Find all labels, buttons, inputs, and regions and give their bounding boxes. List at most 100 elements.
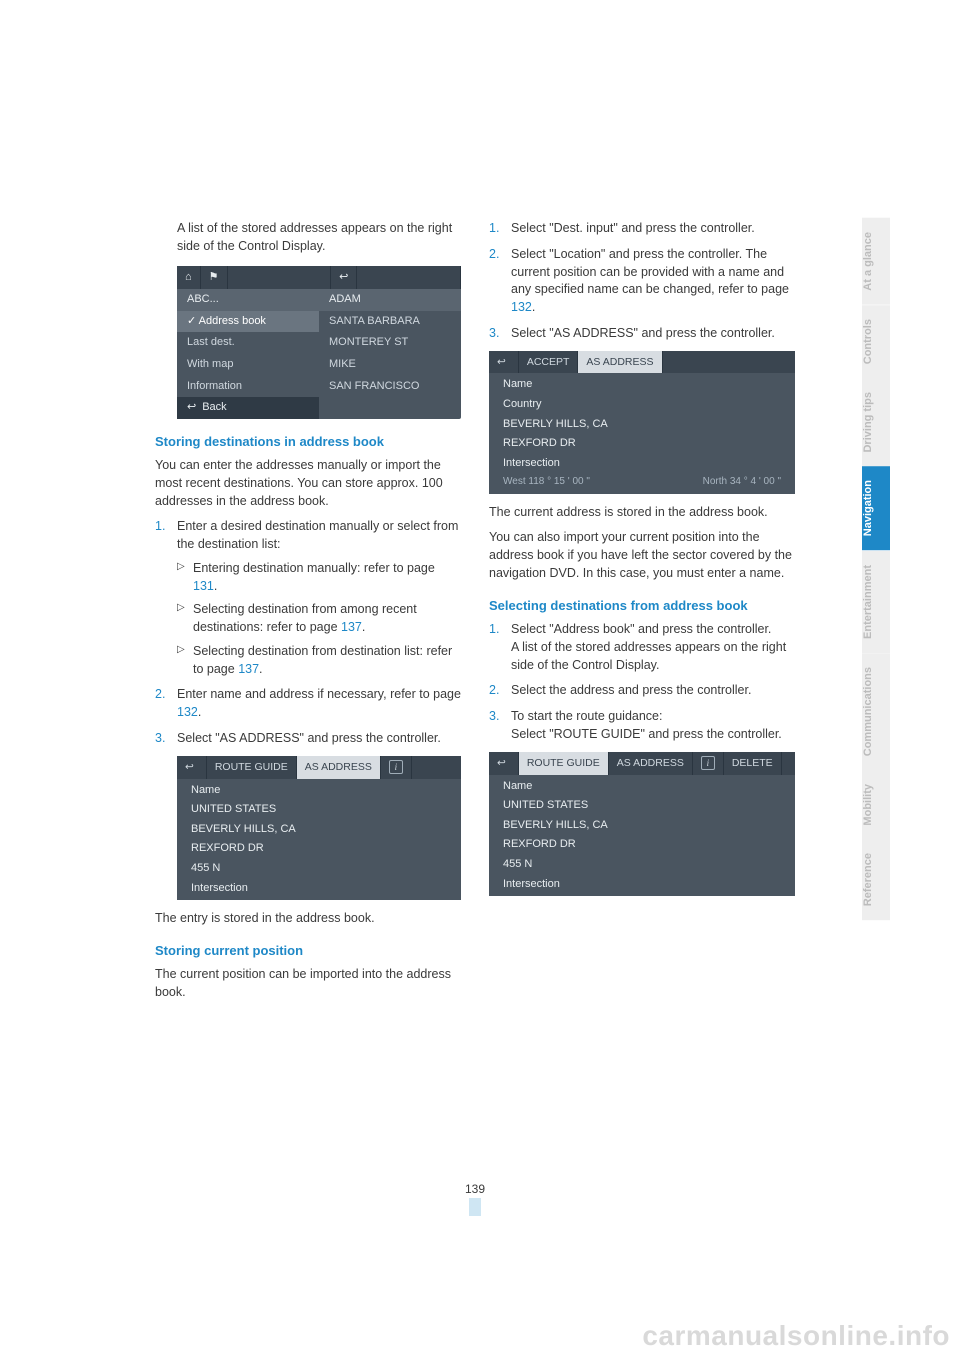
list-item: 1. Enter a desired destination manually … xyxy=(155,518,461,678)
list-item: 1. Select "Dest. input" and press the con… xyxy=(489,220,795,238)
watermark: carmanualsonline.info xyxy=(642,1320,950,1352)
back-icon xyxy=(177,756,207,779)
sublist-item: Selecting destination from destination l… xyxy=(177,643,461,679)
sidetab-driving[interactable]: Driving tips xyxy=(862,378,890,467)
addr-row: 455 N xyxy=(489,855,795,875)
list-item: 2. Select the address and press the contr… xyxy=(489,682,795,700)
step-number: 2. xyxy=(489,682,499,700)
list-item: 2. Enter name and address if necessary, … xyxy=(155,686,461,722)
back-icon xyxy=(489,752,519,775)
step-subtext: Select "ROUTE GUIDE" and press the contr… xyxy=(511,727,782,741)
left-item: Last dest. xyxy=(177,332,319,354)
addr-row: REXFORD DR xyxy=(489,835,795,855)
ordered-list: 1.Select "Address book" and press the co… xyxy=(489,621,795,744)
tab-delete: DELETE xyxy=(724,752,782,775)
page-link[interactable]: 131 xyxy=(193,579,214,593)
step-number: 3. xyxy=(155,730,165,748)
tab-route-guide: ROUTE GUIDE xyxy=(519,752,609,775)
step-number: 3. xyxy=(489,708,499,726)
paragraph: The entry is stored in the address book. xyxy=(155,910,461,928)
nav-home-icon: ⌂ xyxy=(177,266,201,290)
sidetab-communications[interactable]: Communications xyxy=(862,653,890,770)
left-panel-title: ABC... xyxy=(177,289,319,311)
sidetab-mobility[interactable]: Mobility xyxy=(862,770,890,840)
info-icon: i xyxy=(693,752,724,775)
page-link[interactable]: 137 xyxy=(341,620,362,634)
addr-row: REXFORD DR xyxy=(489,434,795,454)
step-number: 1. xyxy=(489,220,499,238)
paragraph: You can enter the addresses manually or … xyxy=(155,457,461,510)
list-item: 3. Select "AS ADDRESS" and press the con… xyxy=(155,730,461,748)
addr-row: BEVERLY HILLS, CA xyxy=(489,415,795,435)
step-text: Select "AS ADDRESS" and press the contro… xyxy=(511,326,775,340)
step-text: Select the address and press the control… xyxy=(511,683,751,697)
heading-current-pos: Storing current position xyxy=(155,942,461,960)
back-icon xyxy=(489,351,519,374)
tab-as-address: AS ADDRESS xyxy=(297,756,381,779)
step-number: 2. xyxy=(155,686,165,704)
step-text: Select "Dest. input" and press the contr… xyxy=(511,221,755,235)
addr-row: UNITED STATES xyxy=(489,796,795,816)
sidetab-entertainment[interactable]: Entertainment xyxy=(862,551,890,653)
addr-row: 455 N xyxy=(177,859,461,879)
list-item: 2.Select "Location" and press the contro… xyxy=(489,246,795,317)
list-item: 3. Select "AS ADDRESS" and press the cont… xyxy=(489,325,795,343)
left-item: Information xyxy=(177,376,319,398)
coord-west: West 118 ° 15 ' 00 " xyxy=(503,475,590,489)
side-tabs: At a glance Controls Driving tips Naviga… xyxy=(862,218,890,921)
screenshot-as-address-1: ROUTE GUIDE AS ADDRESS i Name UNITED STA… xyxy=(177,756,461,901)
page-number-block: 139 xyxy=(155,1182,795,1216)
coord-north: North 34 ° 4 ' 00 " xyxy=(703,475,781,489)
addr-row: Country xyxy=(489,395,795,415)
page-link[interactable]: 137 xyxy=(238,662,259,676)
paragraph: The current position can be imported int… xyxy=(155,966,461,1002)
page-content: A list of the stored addresses appears o… xyxy=(155,220,795,1010)
step-text: Select "Address book" and press the cont… xyxy=(511,622,771,636)
sidetab-glance[interactable]: At a glance xyxy=(862,218,890,305)
right-column: 1. Select "Dest. input" and press the con… xyxy=(489,220,795,1010)
page-bar xyxy=(469,1198,481,1216)
ordered-list: 1. Select "Dest. input" and press the con… xyxy=(489,220,795,343)
coords-row: West 118 ° 15 ' 00 " North 34 ° 4 ' 00 " xyxy=(489,473,795,491)
step-text: Enter a desired destination manually or … xyxy=(177,519,458,551)
right-panel-title: ADAM xyxy=(319,289,461,311)
sidetab-controls[interactable]: Controls xyxy=(862,305,890,378)
right-item: MIKE xyxy=(319,354,461,376)
page-number: 139 xyxy=(465,1182,485,1196)
list-item: 1.Select "Address book" and press the co… xyxy=(489,621,795,674)
heading-storing-dest: Storing destinations in address book xyxy=(155,433,461,451)
paragraph: The current address is stored in the add… xyxy=(489,504,795,522)
addr-row: UNITED STATES xyxy=(177,800,461,820)
addr-row: Name xyxy=(177,781,461,801)
back-row: Back xyxy=(177,397,319,419)
step-number: 3. xyxy=(489,325,499,343)
sublist-item: Selecting destination from among recent … xyxy=(177,601,461,637)
addr-row: Name xyxy=(489,777,795,797)
nav-flag-icon: ⚑ xyxy=(201,266,228,290)
step-subtext: A list of the stored addresses appears o… xyxy=(511,640,786,672)
addr-row: Name xyxy=(489,375,795,395)
right-item: SANTA BARBARA xyxy=(319,311,461,333)
sidetab-navigation[interactable]: Navigation xyxy=(862,466,890,550)
addr-row: Intersection xyxy=(489,875,795,895)
tab-accept: ACCEPT xyxy=(519,351,579,374)
step-text: Select "AS ADDRESS" and press the contro… xyxy=(177,731,441,745)
nav-back-icon: ↩ xyxy=(331,266,357,290)
right-item: SAN FRANCISCO xyxy=(319,376,461,398)
page-link[interactable]: 132 xyxy=(511,300,532,314)
ordered-list: 1. Enter a desired destination manually … xyxy=(155,518,461,747)
intro-text: A list of the stored addresses appears o… xyxy=(155,220,461,256)
page-link[interactable]: 132 xyxy=(177,705,198,719)
tab-as-address: AS ADDRESS xyxy=(578,351,662,374)
sidetab-reference[interactable]: Reference xyxy=(862,839,890,920)
list-item: 3.To start the route guidance:Select "RO… xyxy=(489,708,795,744)
sublist-item: Entering destination manually: refer to … xyxy=(177,560,461,596)
left-column: A list of the stored addresses appears o… xyxy=(155,220,461,1010)
paragraph: You can also import your current positio… xyxy=(489,529,795,582)
screenshot-as-address-2: ACCEPT AS ADDRESS Name Country BEVERLY H… xyxy=(489,351,795,494)
heading-selecting-dest: Selecting destinations from address book xyxy=(489,597,795,615)
addr-row: Intersection xyxy=(177,879,461,899)
screenshot-route-guide: ROUTE GUIDE AS ADDRESS i DELETE Name UNI… xyxy=(489,752,795,897)
right-item: MONTEREY ST xyxy=(319,332,461,354)
screenshot-address-book: ⌂ ⚑ ↩ ABC... Address book Last dest. Wit… xyxy=(177,266,461,419)
